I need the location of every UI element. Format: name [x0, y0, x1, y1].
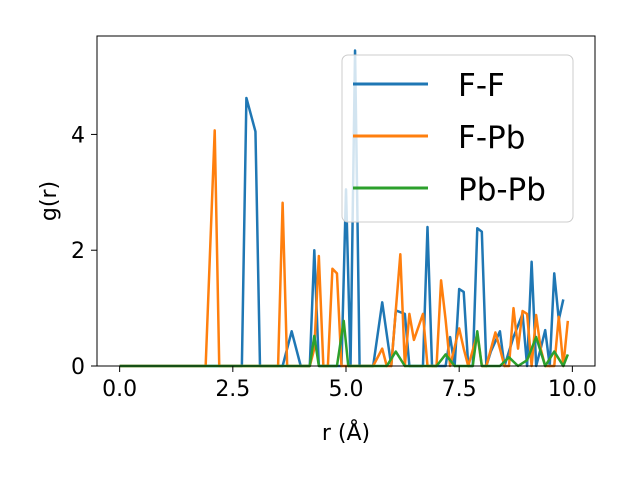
x-tick-label: 10.0: [548, 377, 597, 402]
x-tick-label: 5.0: [329, 377, 364, 402]
legend-label-2: Pb-Pb: [458, 172, 546, 208]
y-axis-label: g(r): [37, 181, 62, 221]
x-tick-label: 0.0: [102, 377, 137, 402]
x-axis-label: r (Å): [322, 419, 370, 446]
legend: F-F F-Pb Pb-Pb: [341, 54, 574, 223]
x-axis: 0.0 2.5 5.0 7.5 10.0: [102, 366, 597, 402]
legend-label-1: F-Pb: [458, 120, 525, 156]
y-tick-label: 2: [71, 239, 85, 264]
legend-label-0: F-F: [458, 68, 505, 104]
x-tick-label: 2.5: [215, 377, 250, 402]
y-axis: 0 2 4: [71, 123, 97, 380]
x-tick-label: 7.5: [442, 377, 477, 402]
y-tick-label: 4: [71, 123, 85, 148]
legend-box: [341, 54, 574, 223]
y-tick-label: 0: [71, 355, 85, 380]
